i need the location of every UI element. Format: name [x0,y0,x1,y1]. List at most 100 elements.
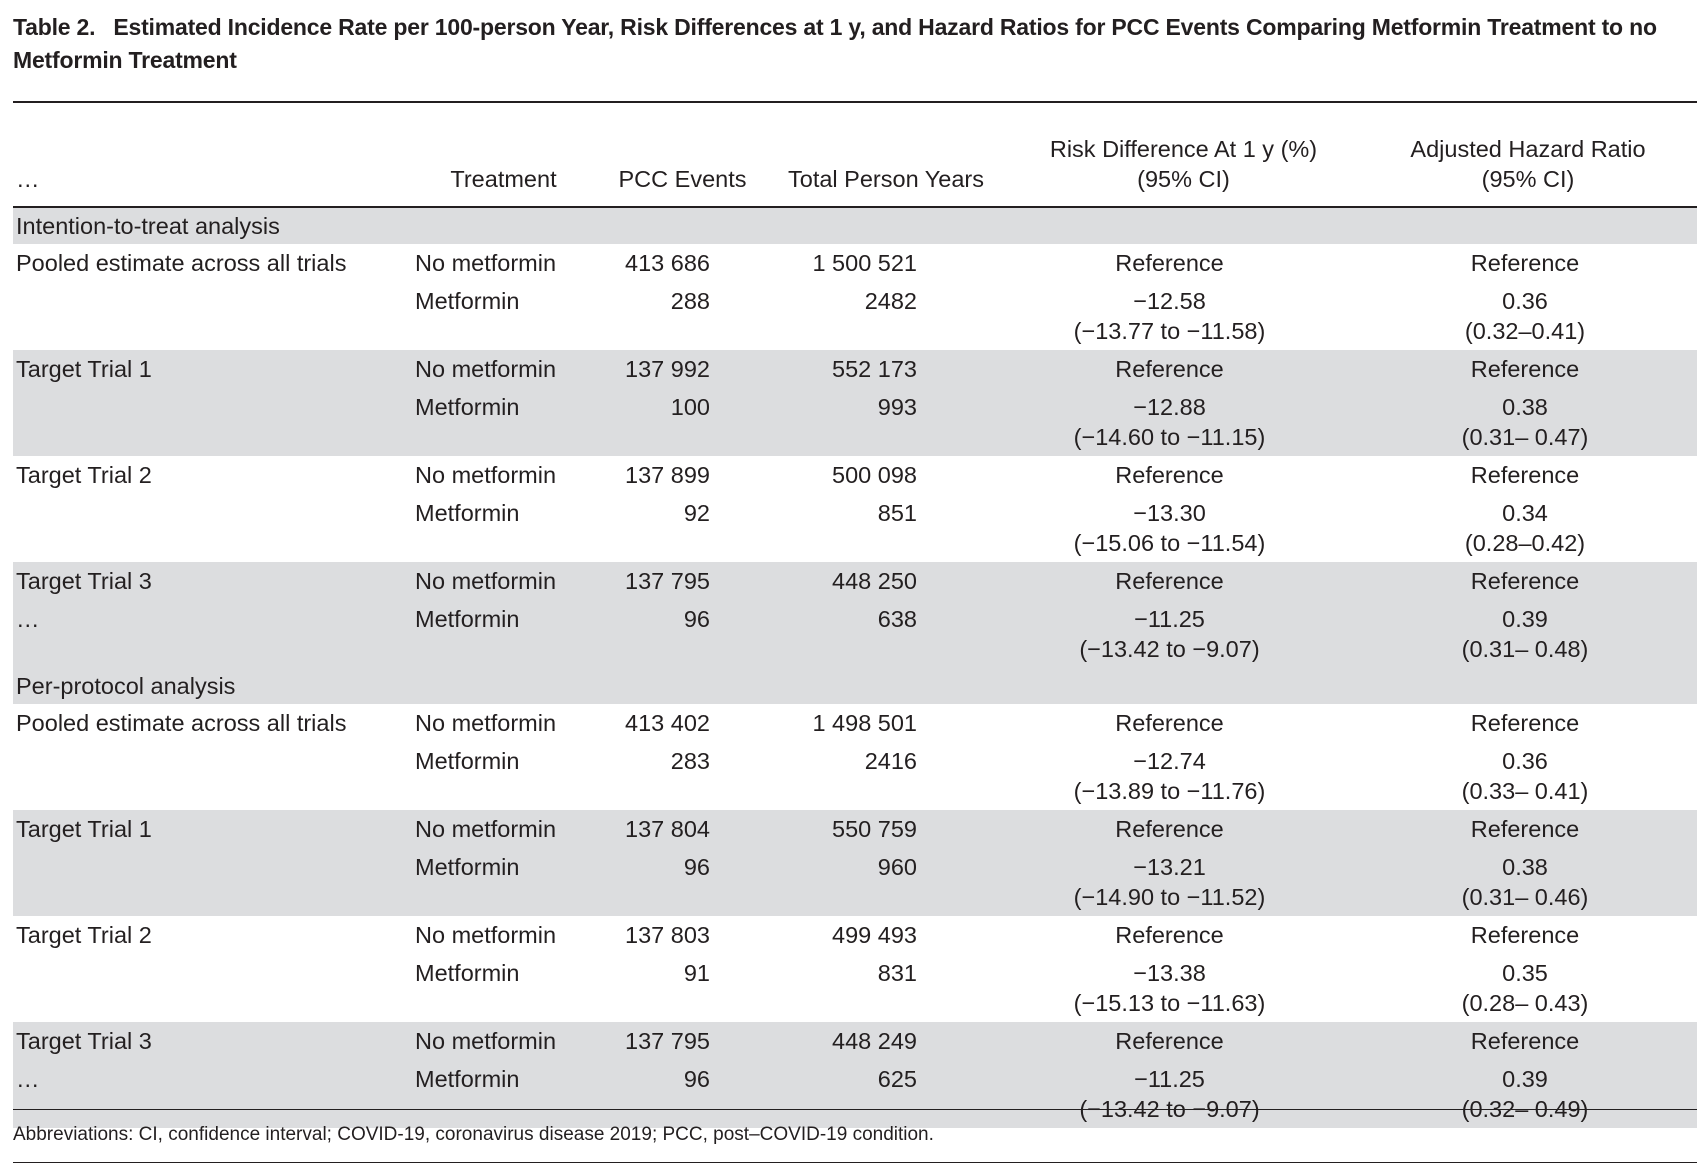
risk-difference-cell: −13.21 (−14.90 to −11.52) [1008,850,1359,916]
header-risk-difference-line1: Risk Difference At 1 y (%) [1049,136,1318,162]
table-title: Table 2. Estimated Incidence Rate per 100… [13,11,1698,77]
hazard-ratio-value: 0.39 [1502,1066,1548,1092]
risk-difference-cell: Reference [1115,462,1224,488]
hazard-ratio-cell: Reference [1359,350,1697,390]
table-row: Target Trial 1 No metformin 137 992 552 173… [13,350,1697,390]
hazard-ratio-cell: 0.34 (0.28–0.42) [1359,496,1697,562]
study-label-continued [13,284,406,350]
person-years-cell: 993 [764,390,1008,456]
risk-difference-cell: Reference [1115,922,1224,948]
risk-difference-value: −12.74 [1133,748,1206,774]
person-years-cell: 499 493 [832,922,917,948]
risk-difference-ci: (−13.89 to −11.76) [1073,778,1266,804]
pcc-events-cell: 283 [670,748,710,774]
table-row: … Metformin 96 638 −11.25 (−13.42 to −9.07) 0.… [13,602,1697,668]
treatment-cell: No metformin [406,350,601,390]
treatment-cell: No metformin [406,1022,601,1062]
study-label: Target Trial 1 [13,350,406,390]
risk-difference-cell: −13.38 (−15.13 to −11.63) [1008,956,1359,1022]
treatment-cell: Metformin [415,500,520,526]
hazard-ratio-cell: Reference [1359,1022,1697,1062]
pcc-events-cell: 96 [601,850,764,916]
treatment-cell: No metformin [406,562,601,602]
hazard-ratio-value: 0.36 [1502,748,1548,774]
risk-difference-cell: −12.88 (−14.60 to −11.15) [1008,390,1359,456]
top-rule [13,101,1697,103]
risk-difference-cell: Reference [1008,562,1359,602]
risk-difference-ci: (−14.90 to −11.52) [1073,884,1266,910]
table-label: Table 2. [13,14,96,40]
hazard-ratio-cell: 0.38 (0.31– 0.47) [1359,390,1697,456]
table-row: Metformin 92 851 −13.30 (−15.06 to −11.54) 0.… [13,496,1697,562]
person-years-cell: 550 759 [764,810,1008,850]
hazard-ratio-value: 0.39 [1502,606,1548,632]
person-years-cell: 831 [877,960,917,986]
treatment-cell: No metformin [415,710,557,736]
risk-difference-value: −11.25 [1134,606,1205,632]
pcc-events-cell: 137 899 [625,462,710,488]
person-years-cell: 552 173 [764,350,1008,390]
hazard-ratio-cell: 0.35 (0.28– 0.43) [1359,956,1697,1022]
study-label: Target Trial 3 [13,562,406,602]
pcc-events-cell: 96 [601,1062,764,1128]
study-label: Pooled estimate across all trials [16,710,347,736]
hazard-ratio-value: 0.38 [1502,854,1548,880]
header-risk-difference: Risk Difference At 1 y (%) (95% CI) [1008,103,1359,207]
study-label: Target Trial 3 [13,1022,406,1062]
pcc-events-cell: 100 [601,390,764,456]
risk-difference-ci: (−13.42 to −9.07) [1079,636,1260,662]
header-risk-difference-line2: (95% CI) [1137,166,1230,192]
treatment-cell: No metformin [415,250,557,276]
risk-difference-cell: Reference [1008,350,1359,390]
hazard-ratio-cell: Reference [1359,562,1697,602]
risk-difference-cell: Reference [1008,810,1359,850]
pcc-events-cell: 96 [601,602,764,668]
risk-difference-value: −11.25 [1134,1066,1205,1092]
person-years-cell: 448 249 [764,1022,1008,1062]
risk-difference-cell: −11.25 (−13.42 to −9.07) [1008,602,1359,668]
study-label-continued: … [13,1062,406,1128]
table-title-text: Estimated Incidence Rate per 100-person … [13,14,1657,73]
hazard-ratio-cell: 0.39 (0.32– 0.49) [1359,1062,1697,1128]
table-row: Metformin 91 831 −13.38 (−15.13 to −11.63) 0.… [13,956,1697,1022]
study-label-continued [13,744,406,810]
table-row: Metformin 283 2416 −12.74 (−13.89 to −11.76)… [13,744,1697,810]
study-label-continued [13,496,406,562]
table-row: Metformin 96 960 −13.21 (−14.90 to −11.52) 0.… [13,850,1697,916]
treatment-cell: Metformin [406,390,601,456]
pcc-events-cell: 413 402 [625,710,710,736]
treatment-cell: Metformin [415,288,520,314]
person-years-cell: 960 [764,850,1008,916]
study-label: Target Trial 2 [16,462,152,488]
treatment-cell: Metformin [406,1062,601,1128]
study-label-continued [13,956,406,1022]
hazard-ratio-value: 0.34 [1502,500,1548,526]
treatment-cell: Metformin [415,748,520,774]
hazard-ratio-value: 0.36 [1502,288,1548,314]
hazard-ratio-cell: Reference [1359,810,1697,850]
pcc-events-cell: 137 804 [601,810,764,850]
hazard-ratio-ci: (0.31– 0.48) [1461,636,1589,662]
risk-difference-cell: −12.58 (−13.77 to −11.58) [1008,284,1359,350]
pcc-events-cell: 288 [670,288,710,314]
risk-difference-value: −12.58 [1133,288,1206,314]
table-row: … Metformin 96 625 −11.25 (−13.42 to −9.07) 0.… [13,1062,1697,1128]
person-years-cell: 851 [877,500,917,526]
person-years-cell: 1 500 521 [812,250,917,276]
treatment-cell: No metformin [415,462,557,488]
footnote: Abbreviations: CI, confidence interval; … [13,1124,934,1145]
hazard-ratio-cell: 0.39 (0.31– 0.48) [1359,602,1697,668]
person-years-cell: 625 [764,1062,1008,1128]
risk-difference-cell: −13.30 (−15.06 to −11.54) [1008,496,1359,562]
study-label-continued [13,850,406,916]
risk-difference-ci: (−15.13 to −11.63) [1073,990,1266,1016]
risk-difference-ci: (−14.60 to −11.15) [1073,424,1266,450]
person-years-cell: 2482 [864,288,917,314]
pcc-events-cell: 137 795 [601,1022,764,1062]
table-row: Target Trial 3 No metformin 137 795 448 249… [13,1022,1697,1062]
table-body: Intention-to-treat analysis Pooled estima… [13,207,1697,1128]
treatment-cell: No metformin [406,810,601,850]
risk-difference-cell: Reference [1115,250,1224,276]
header-person-years: Total Person Years [788,166,984,192]
person-years-cell: 448 250 [764,562,1008,602]
